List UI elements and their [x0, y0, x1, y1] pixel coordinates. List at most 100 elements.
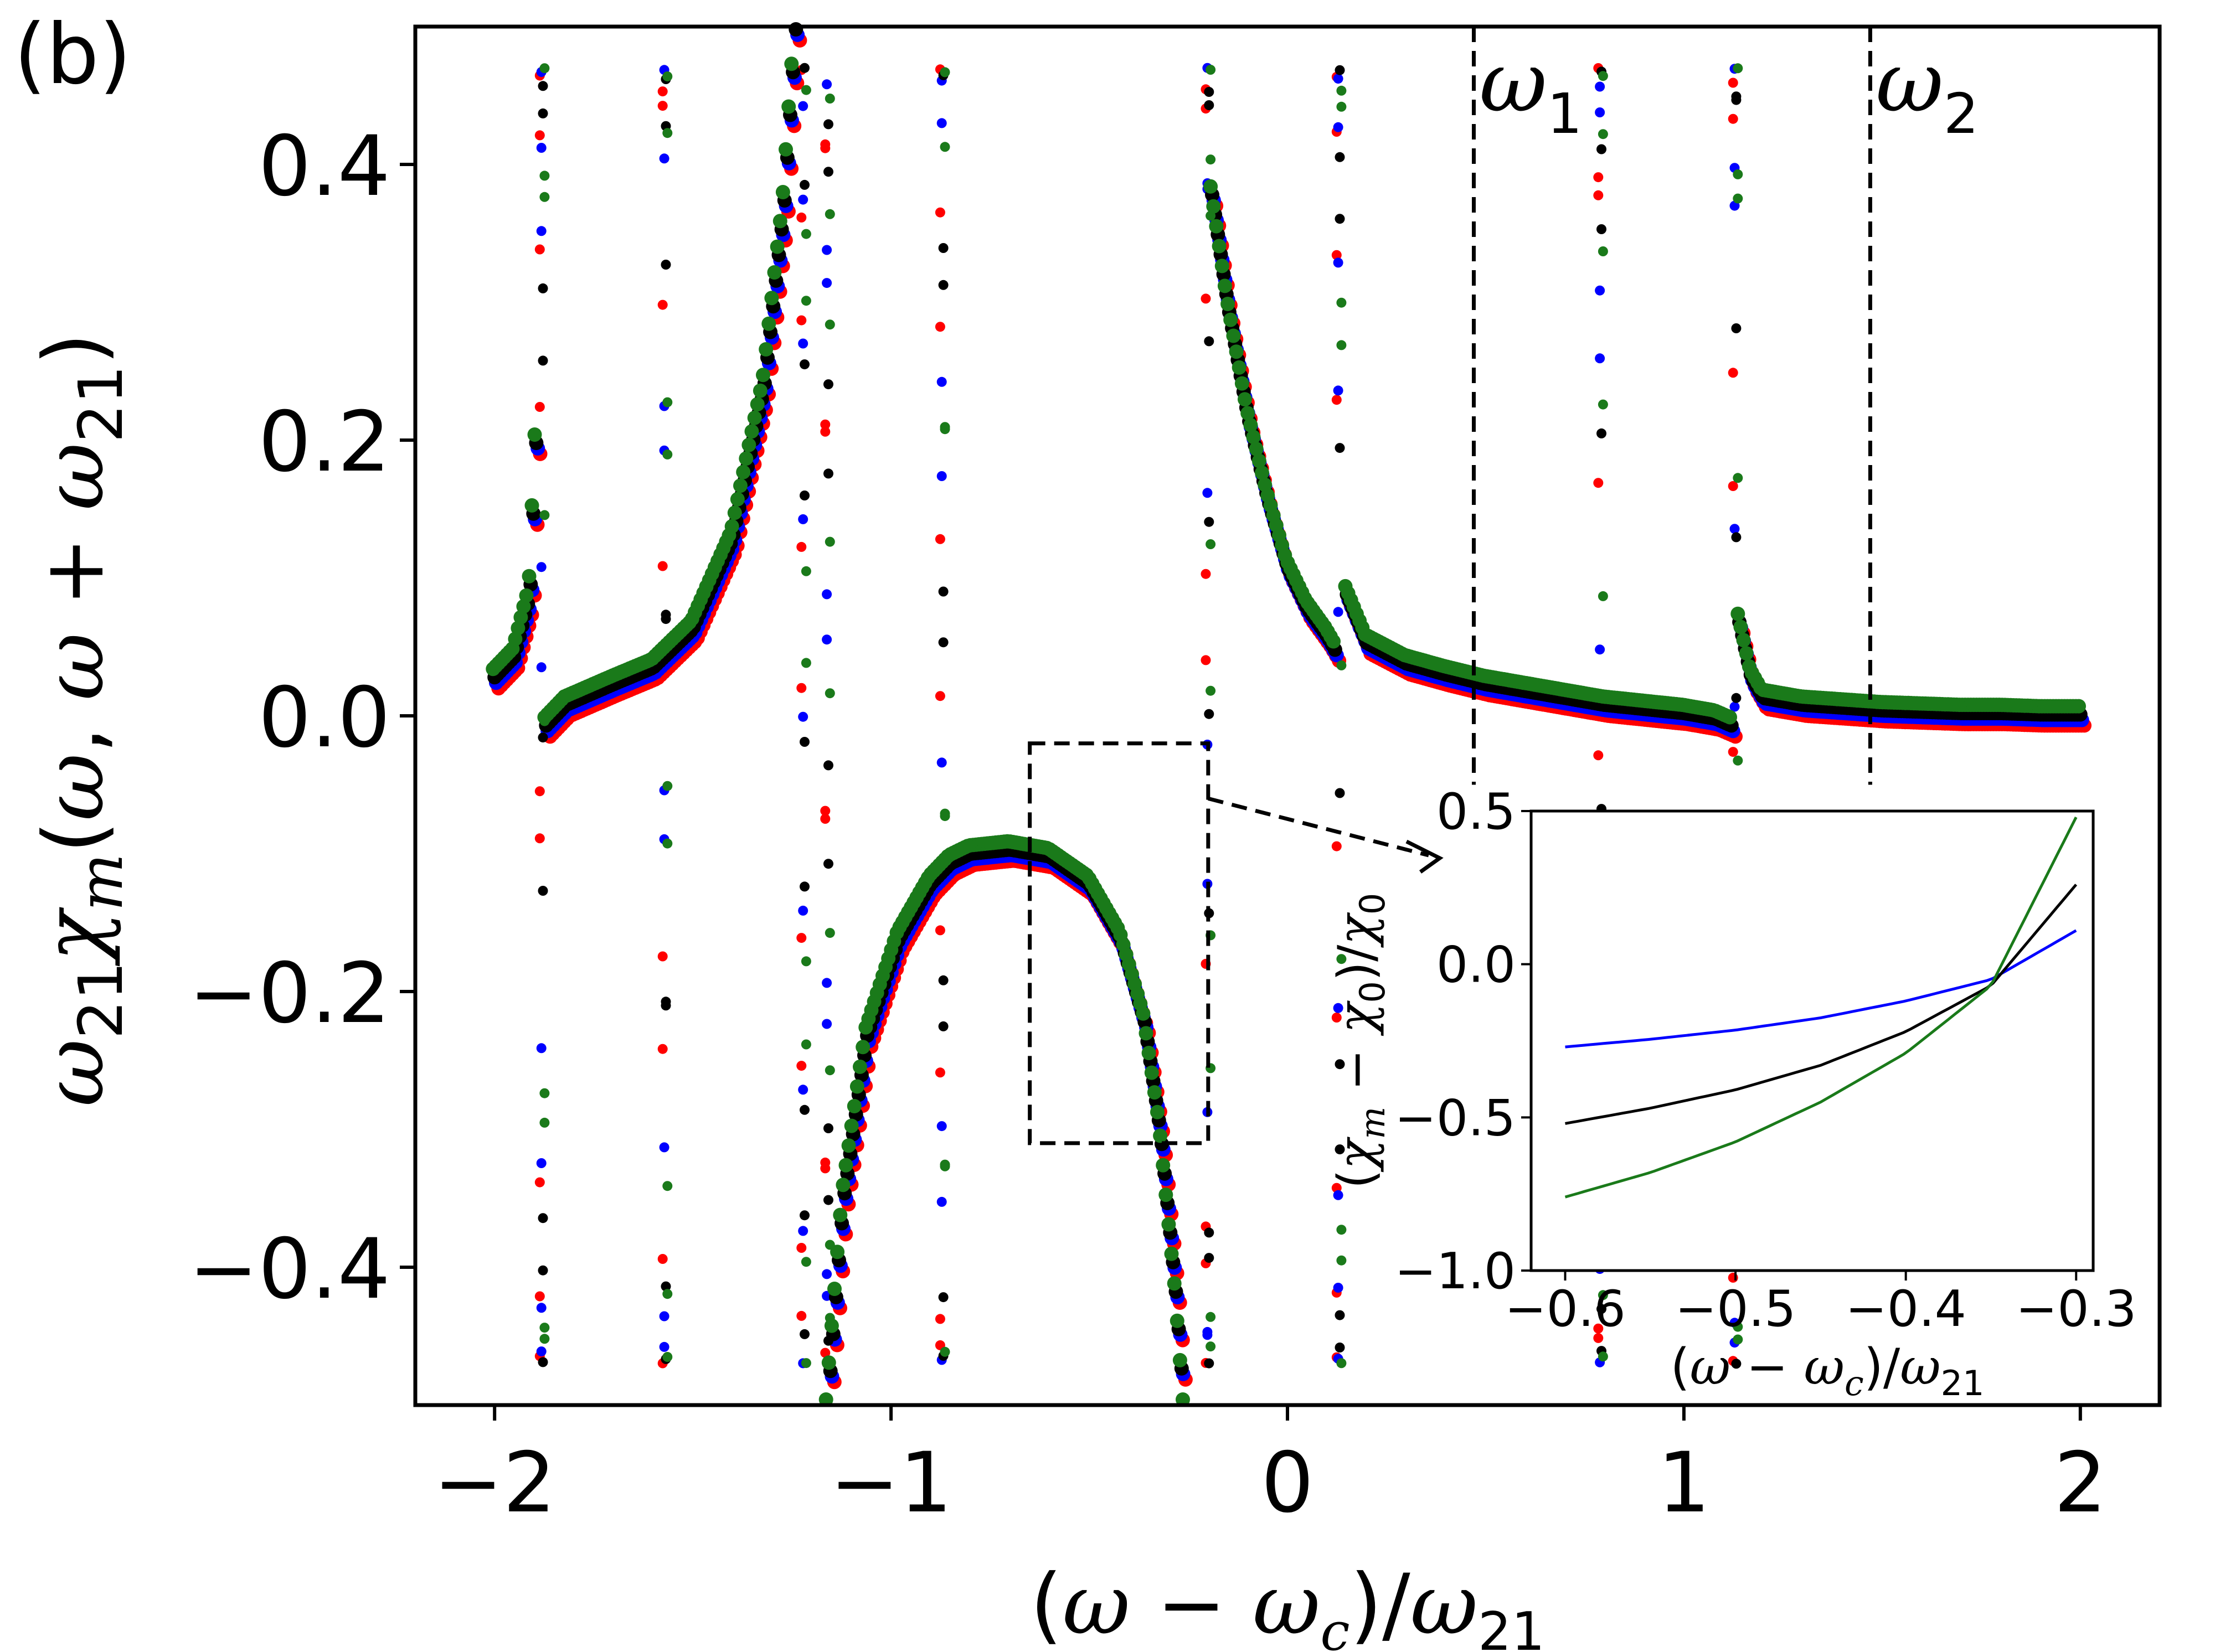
resonance-point [1336, 340, 1347, 350]
data-point [747, 410, 762, 425]
resonance-point [1201, 655, 1211, 665]
inset-series-blue [1565, 929, 2077, 1049]
data-point [1223, 312, 1238, 327]
resonance-point [938, 1021, 949, 1031]
resonance-point [823, 379, 833, 390]
resonance-point [801, 1039, 811, 1050]
data-point [739, 451, 754, 466]
resonance-point [1733, 1334, 1743, 1345]
resonance-point [1336, 954, 1347, 964]
data-point [838, 1158, 853, 1173]
resonance-point [538, 81, 548, 91]
resonance-point [1333, 1003, 1343, 1013]
inset-y-tick-label: −0.5 [1394, 1089, 1516, 1147]
resonance-point [534, 1177, 545, 1188]
resonance-point [1206, 685, 1216, 696]
resonance-point [800, 1210, 810, 1221]
resonance-point [1331, 841, 1342, 851]
resonance-point [538, 886, 548, 896]
resonance-point [1201, 293, 1211, 304]
data-point [781, 99, 796, 114]
resonance-point [536, 1158, 547, 1168]
resonance-point [657, 1044, 668, 1054]
resonance-point [798, 1226, 808, 1236]
data-point [741, 437, 756, 452]
resonance-point [935, 322, 945, 332]
data-point [1150, 1104, 1165, 1119]
resonance-point [1728, 481, 1738, 491]
inset-x-tick-label: −0.4 [1845, 1280, 1966, 1338]
data-point [789, 22, 803, 37]
data-point [1214, 259, 1229, 273]
y-tick-label: −0.2 [189, 946, 390, 1042]
x-tick-label: 1 [1657, 1435, 1710, 1531]
resonance-point [1206, 154, 1216, 165]
resonance-point [1336, 1255, 1347, 1266]
resonance-point [662, 1181, 673, 1191]
resonance-point [659, 1311, 669, 1321]
resonance-point [534, 833, 545, 844]
resonance-point [800, 359, 810, 370]
resonance-point [534, 786, 545, 797]
resonance-point [801, 296, 811, 306]
data-point [1206, 199, 1221, 214]
resonance-point [935, 534, 945, 544]
data-point [1730, 606, 1745, 621]
resonance-point [1729, 524, 1740, 534]
y-tick-label: 0.4 [258, 118, 390, 215]
resonance-point [539, 1088, 550, 1098]
inset-x-tick-label: −0.5 [1675, 1280, 1796, 1338]
resonance-point [823, 1195, 833, 1205]
resonance-point [1733, 193, 1743, 204]
resonance-point [1596, 1304, 1606, 1314]
data-point [736, 464, 751, 479]
resonance-point [659, 153, 669, 164]
resonance-point [940, 422, 950, 432]
data-point [833, 1207, 848, 1222]
data-point [1733, 620, 1748, 634]
resonance-point [820, 143, 831, 153]
data-point [1723, 710, 1737, 725]
resonance-point [1731, 1359, 1742, 1369]
resonance-point [662, 781, 673, 791]
data-point [784, 56, 799, 71]
x-tick-label: 0 [1261, 1435, 1313, 1531]
data-point [827, 1282, 842, 1296]
resonance-point [822, 978, 832, 988]
data-point [519, 588, 534, 603]
resonance-point [936, 1196, 947, 1207]
resonance-point [1333, 122, 1343, 132]
resonance-point [940, 811, 950, 822]
resonance-point [823, 859, 833, 869]
resonance-point [1598, 1290, 1608, 1300]
resonance-point [1206, 210, 1216, 221]
data-point [1232, 360, 1246, 375]
zoom-connector [1207, 797, 1429, 858]
resonance-point [659, 1341, 669, 1352]
data-point [733, 478, 748, 493]
data-point [1170, 1313, 1184, 1328]
resonance-point [1331, 1013, 1342, 1023]
resonance-point [798, 194, 808, 205]
inset-y-tick-label: 0.0 [1436, 936, 1516, 994]
resonance-point [1331, 395, 1342, 405]
resonance-point [935, 207, 945, 218]
resonance-point [822, 634, 832, 645]
data-point [836, 1178, 851, 1192]
resonance-point [1206, 539, 1216, 549]
resonance-point [801, 229, 811, 239]
data-point [1736, 633, 1751, 648]
resonance-point [1733, 63, 1743, 74]
data-point [761, 316, 776, 331]
resonance-point [662, 397, 673, 407]
resonance-point [796, 1243, 807, 1253]
data-point [516, 599, 531, 614]
data-point [1739, 646, 1754, 661]
data-point [1220, 297, 1235, 311]
resonance-point [534, 130, 545, 141]
inset-plot: −0.6 −0.5 −0.4 −0.3 −1.0 −0.5 0.0 0.5 [1394, 783, 2136, 1338]
data-point [753, 383, 767, 398]
data-point [1156, 1158, 1171, 1173]
data-point [856, 1040, 870, 1055]
resonance-point [1333, 1190, 1343, 1200]
